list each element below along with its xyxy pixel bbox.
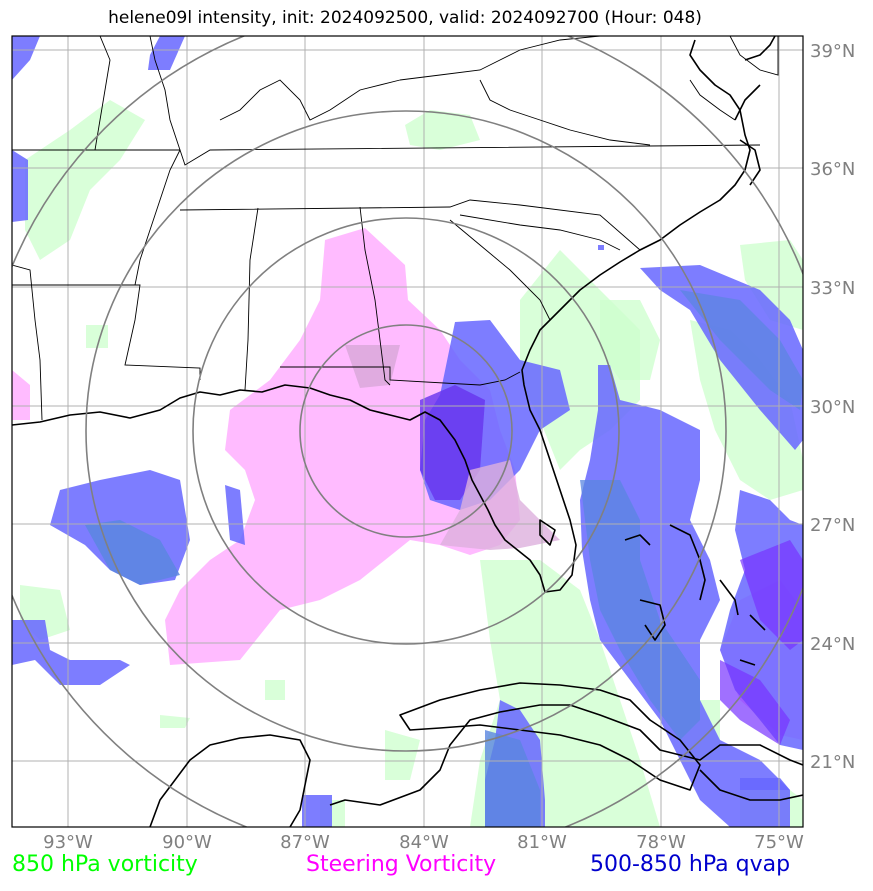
legend-vorticity: 850 hPa vorticity <box>12 852 198 877</box>
lat-label: 21°N <box>810 752 855 773</box>
map-title: helene09l intensity, init: 2024092500, v… <box>108 8 702 28</box>
lon-label: 81°W <box>517 832 567 853</box>
lon-label: 78°W <box>636 832 686 853</box>
range-rings <box>12 36 803 827</box>
lon-label: 93°W <box>43 832 93 853</box>
lat-label: 24°N <box>810 634 855 655</box>
coastlines <box>12 36 803 827</box>
overlap-regions <box>85 290 803 827</box>
plot-frame <box>11 35 804 828</box>
lat-label: 27°N <box>810 515 855 536</box>
latitude-labels: 39°N 36°N 33°N 30°N 27°N 24°N 21°N <box>810 41 855 773</box>
lat-lon-grid <box>12 36 803 827</box>
lon-label: 75°W <box>754 832 804 853</box>
longitude-labels: 93°W 90°W 87°W 84°W 81°W 78°W 75°W <box>43 832 804 853</box>
lat-label: 36°N <box>810 159 855 180</box>
state-borders <box>12 36 779 421</box>
lat-label: 30°N <box>810 397 855 418</box>
lon-label: 84°W <box>399 832 449 853</box>
lon-label: 87°W <box>280 832 330 853</box>
lat-label: 39°N <box>810 41 855 62</box>
legend-qvap: 500-850 hPa qvap <box>590 852 791 877</box>
legend-steering-vorticity: Steering Vorticity <box>306 852 497 877</box>
lon-label: 90°W <box>162 832 212 853</box>
lat-label: 33°N <box>810 278 855 299</box>
